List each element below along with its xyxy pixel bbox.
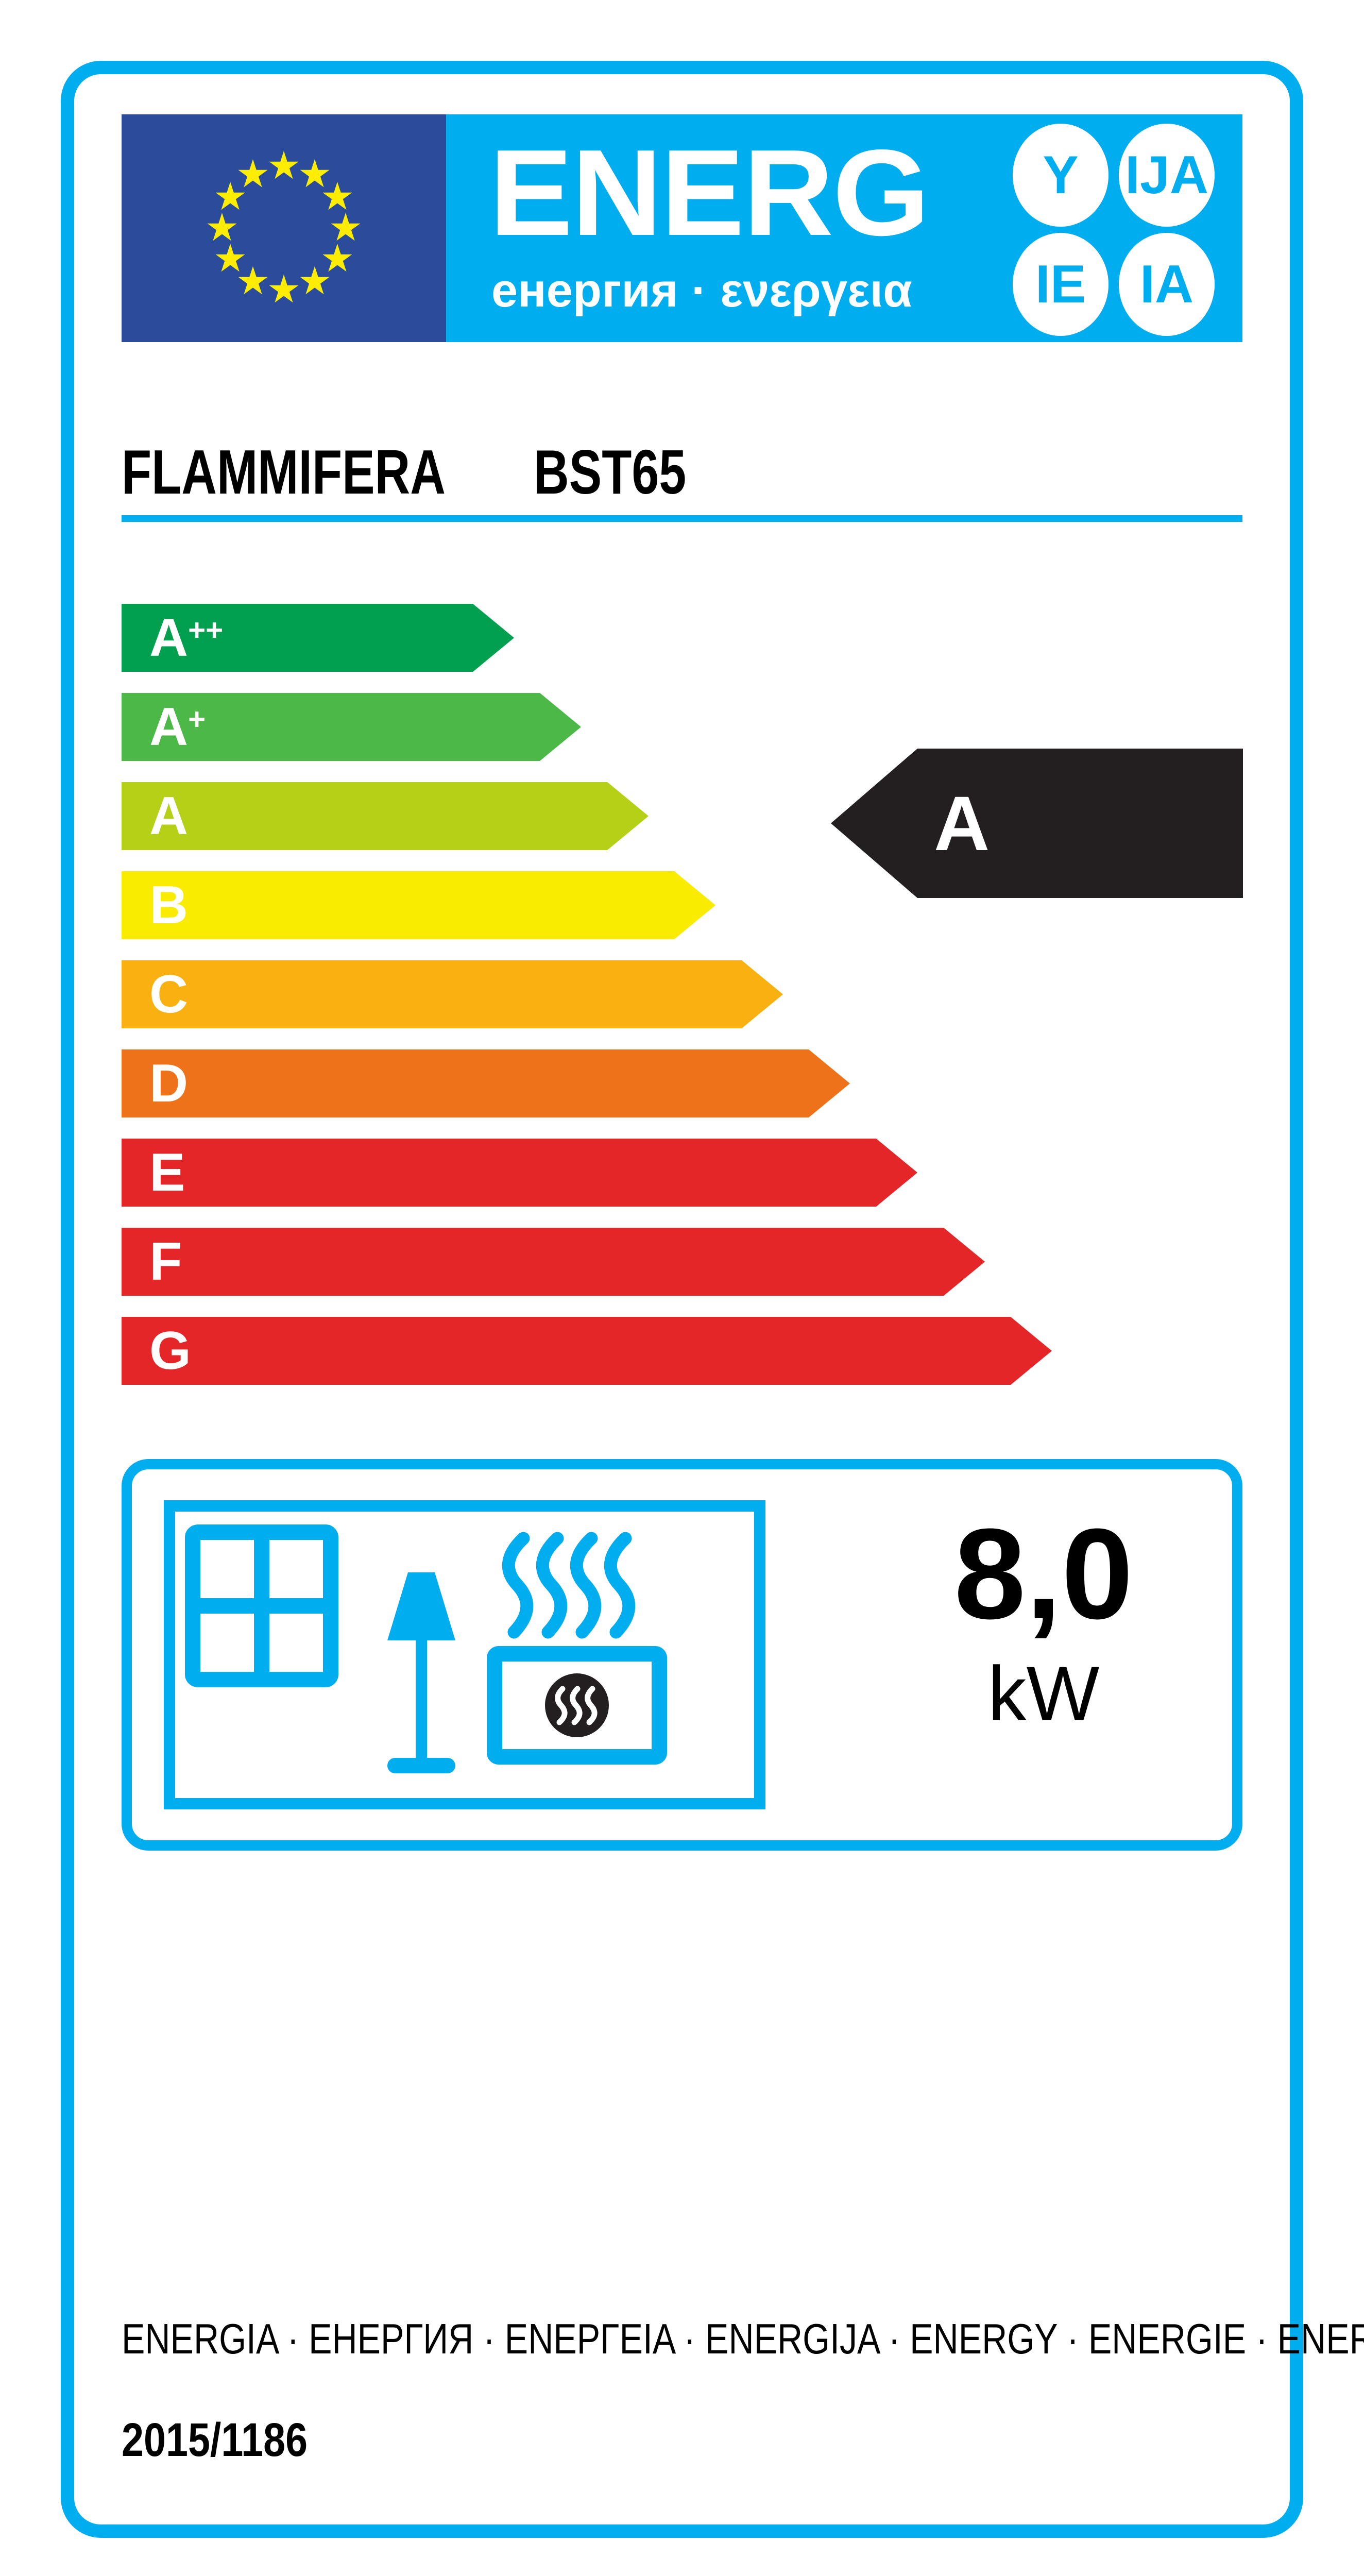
rating-arrow: A [831, 749, 1243, 898]
suffix-bubble-ia: IA [1119, 233, 1215, 336]
eu-star [238, 266, 268, 295]
heat-output-value: 8,0 [954, 1502, 1133, 1646]
eu-stars-svg [207, 151, 361, 303]
energ-wordmark: ENERG [489, 125, 930, 261]
bar-label-superscript: ++ [188, 613, 224, 647]
bar-shape [122, 604, 514, 672]
bar-shape [122, 1317, 1052, 1385]
suffix-bubble-y: Y [1013, 124, 1109, 227]
suffix-bubble-ija: IJA [1119, 124, 1215, 227]
heat-output-unit: kW [987, 1650, 1100, 1737]
footer-language-list: ENERGIA · ЕНЕРГИЯ · ΕΝΕΡΓΕΙΑ · ENERGIJA … [122, 2315, 1364, 2363]
energy-class-bar-c: C [122, 960, 783, 1028]
energy-class-bar-a: A [122, 782, 649, 850]
model-identifier: BST65 [534, 437, 687, 507]
eu-star [300, 159, 330, 188]
rating-class-letter: A [934, 780, 990, 867]
bar-label-superscript: + [188, 702, 206, 736]
eu-star [215, 182, 245, 210]
energy-class-bar-aplusplus: A++ [122, 604, 514, 672]
label-border [61, 61, 1303, 2538]
room-outline-box [164, 1500, 765, 1809]
eu-star [269, 151, 299, 179]
bar-shape [122, 1139, 917, 1207]
energy-class-bar-d: D [122, 1049, 850, 1117]
energy-class-bar-aplus: A+ [122, 693, 581, 761]
eu-star [322, 244, 352, 272]
bar-shape [122, 1228, 985, 1296]
bar-shape [122, 871, 715, 939]
energy-class-bar-f: F [122, 1228, 985, 1296]
eu-star [331, 213, 361, 241]
room-pictogram-svg [185, 1524, 667, 1773]
european-union-flag-icon [122, 114, 446, 342]
eu-star [215, 244, 245, 272]
bar-label: F [149, 1232, 182, 1292]
pictogram-panel: 8,0 kW [122, 1459, 1242, 1851]
energy-class-bar-e: E [122, 1139, 917, 1207]
energ-logo-band: ENERG енергия · ενεργεια Y IJA IE IA [446, 114, 1242, 342]
rating-arrow-shape [831, 749, 1243, 898]
eu-star [207, 213, 237, 241]
suffix-bubble-ie: IE [1013, 233, 1109, 336]
bar-label: G [149, 1321, 191, 1381]
eu-star [238, 159, 268, 188]
brand-divider-rule [122, 515, 1242, 522]
stove-heater-icon [487, 1646, 667, 1765]
floor-lamp-icon [387, 1572, 455, 1773]
bar-label: A+ [149, 697, 206, 757]
bar-shape [122, 693, 581, 761]
bar-label: B [149, 875, 189, 935]
label-header: ENERG енергия · ενεργεια Y IJA IE IA [122, 114, 1242, 342]
eu-star [322, 182, 352, 210]
bar-label: A++ [149, 608, 224, 668]
energy-class-bar-b: B [122, 871, 715, 939]
bar-label: E [149, 1143, 185, 1202]
bar-label: D [149, 1054, 189, 1113]
energ-subtitle: енергия · ενεργεια [491, 264, 912, 317]
language-suffix-bubbles: Y IJA IE IA [1013, 124, 1219, 336]
bar-shape [122, 1049, 850, 1117]
regulation-number: 2015/1186 [122, 2414, 308, 2466]
supplier-and-model-row: FLAMMIFERA BST65 [122, 439, 1242, 521]
bar-label: C [149, 964, 189, 1024]
bar-shape [122, 960, 783, 1028]
bar-label: A [149, 786, 189, 846]
energy-class-bar-g: G [122, 1317, 1052, 1385]
window-icon [185, 1524, 338, 1687]
energy-class-scale: A++ A+ A B C D E F G [122, 604, 1242, 1408]
heat-waves-icon [502, 1532, 636, 1639]
eu-star [269, 275, 299, 303]
bar-shape [122, 782, 649, 850]
eu-star [300, 266, 330, 295]
supplier-name: FLAMMIFERA [122, 437, 446, 507]
